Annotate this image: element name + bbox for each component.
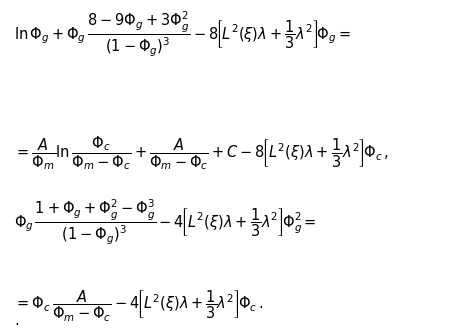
Text: $.$: $.$ [14,314,19,328]
Text: $\ln\Phi_{g} + \Phi_{g}\,\dfrac{8-9\Phi_{g}+3\Phi_{g}^{2}}{\left(1-\Phi_{g}\righ: $\ln\Phi_{g} + \Phi_{g}\,\dfrac{8-9\Phi_… [14,10,351,59]
Text: $\Phi_{g}\,\dfrac{1+\Phi_{g}+\Phi_{g}^{2}-\Phi_{g}^{3}}{\left(1-\Phi_{g}\right)^: $\Phi_{g}\,\dfrac{1+\Phi_{g}+\Phi_{g}^{2… [14,198,317,247]
Text: $=\Phi_{c}\,\dfrac{A}{\Phi_{m}-\Phi_{c}}-4\!\left[L^{2}(\xi)\lambda+\dfrac{1}{3}: $=\Phi_{c}\,\dfrac{A}{\Phi_{m}-\Phi_{c}}… [14,289,264,324]
Text: $=\dfrac{A}{\Phi_{m}}\ln\dfrac{\Phi_{c}}{\Phi_{m}-\Phi_{c}}+\dfrac{A}{\Phi_{m}-\: $=\dfrac{A}{\Phi_{m}}\ln\dfrac{\Phi_{c}}… [14,134,389,172]
